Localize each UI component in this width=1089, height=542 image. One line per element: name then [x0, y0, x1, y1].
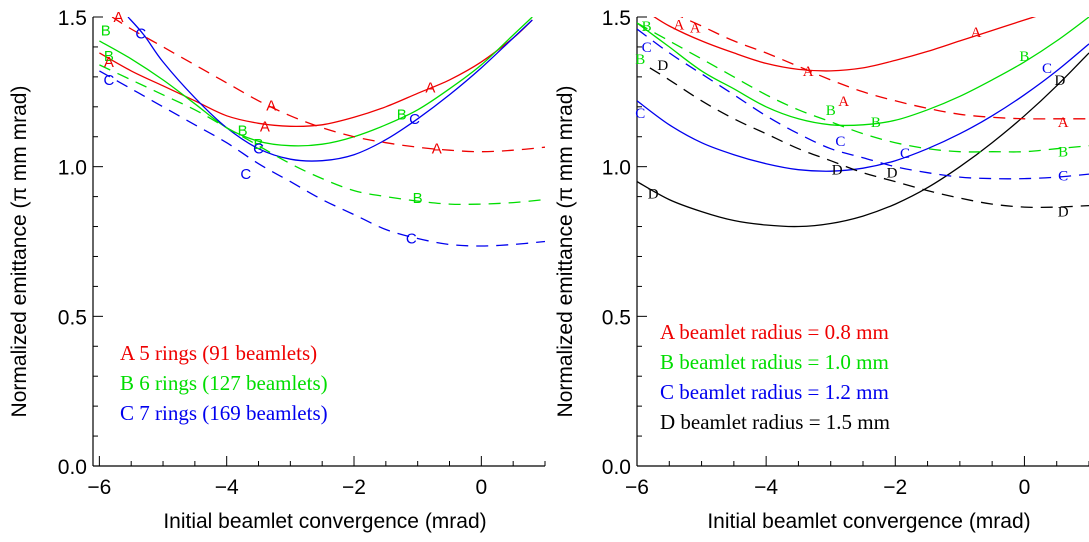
curve-label: C	[635, 106, 645, 122]
curve-label: A	[113, 9, 123, 26]
curve-label: D	[1058, 205, 1069, 221]
curve-label: C	[409, 111, 420, 128]
curve-label: B	[642, 19, 652, 35]
curve-label: B	[397, 106, 407, 123]
curve-label: B	[238, 123, 248, 140]
series-b-solid-line	[637, 17, 1089, 127]
curve-label: B	[826, 103, 836, 119]
curve-label: A	[1058, 115, 1069, 131]
curve-label: A	[690, 20, 701, 36]
series-a-dashed-line	[680, 17, 1089, 120]
curve-label: D	[648, 187, 659, 203]
left-panel: −6 −4 −2 0 0.0 0.5 1.0 1.5 Initial beamlet conve…	[8, 7, 546, 533]
legend-entry: B beamlet radius = 1.0 mm	[660, 350, 889, 374]
curve-label: C	[240, 166, 251, 183]
series-b-dashed-line	[99, 64, 545, 206]
series-c-dashed-line	[637, 28, 1089, 180]
y-tick-label: 0.5	[602, 306, 631, 329]
x-tick-label: 0	[475, 476, 487, 499]
curve-label: C	[900, 146, 910, 162]
curve-label: B	[254, 136, 264, 153]
series-a-dashed-line	[111, 17, 545, 153]
curve-label: A	[674, 17, 685, 33]
x-tick-label: −6	[625, 476, 649, 499]
y-tick-label: 0.5	[58, 306, 87, 329]
curve-label: A	[432, 141, 442, 158]
x-axis-title: Initial beamlet convergence (mrad)	[707, 510, 1030, 533]
curve-label: C	[1058, 169, 1068, 185]
curve-label: B	[871, 115, 881, 131]
curve-label: D	[887, 166, 898, 182]
y-tick-label: 1.5	[58, 7, 87, 30]
y-axis-title: Normalized emittance (π mm mrad)	[8, 86, 31, 418]
x-tick-label: −2	[883, 476, 907, 499]
series-b-dashed-line	[637, 22, 1089, 153]
legend-entry: C beamlet radius = 1.2 mm	[660, 380, 889, 404]
curve-label: C	[135, 25, 146, 42]
y-tick-label: 1.5	[602, 7, 631, 30]
legend-entry: B 6 rings (127 beamlets)	[120, 371, 328, 395]
y-tick-label: 0.0	[602, 456, 631, 479]
x-tick-label: −2	[342, 476, 366, 499]
series-c-dashed-line	[99, 70, 545, 247]
x-tick-label: 0	[1019, 476, 1031, 499]
y-axis-title: Normalized emittance (π mm mrad)	[554, 86, 577, 418]
right-panel: −6 −4 −2 0 0.0 0.5 1.0 1.5 Initial beamlet conve…	[554, 7, 1089, 533]
curve-label: B	[1058, 145, 1068, 161]
x-tick-label: −6	[87, 476, 111, 499]
curve-label: A	[266, 97, 276, 114]
series-group	[99, 17, 545, 247]
series-d-solid-line	[637, 52, 1089, 228]
legend-entry: C 7 rings (169 beamlets)	[120, 401, 328, 425]
curve-label: A	[803, 64, 814, 80]
curve-label: C	[253, 141, 264, 158]
curve-label: A	[425, 79, 435, 96]
series-b-solid-line	[99, 17, 533, 147]
curve-label: B	[1019, 49, 1029, 65]
series-group	[637, 17, 1089, 228]
curve-label: C	[406, 231, 417, 248]
y-tick-label: 1.0	[58, 157, 87, 180]
x-tick-label: −4	[754, 476, 778, 499]
x-tick-label: −4	[215, 476, 239, 499]
series-c-solid-line	[637, 43, 1089, 172]
curve-label: D	[657, 58, 668, 74]
curve-label: B	[635, 52, 645, 68]
curve-label: A	[838, 94, 849, 110]
curve-label: C	[835, 134, 845, 150]
curve-label: D	[832, 163, 843, 179]
curve-label: A	[104, 54, 114, 71]
curve-label: B	[104, 48, 114, 65]
curve-label: B	[413, 190, 423, 207]
series-d-dashed-line	[649, 67, 1089, 209]
series-c-solid-line	[127, 17, 533, 162]
curve-label: C	[103, 72, 114, 89]
y-tick-label: 0.0	[58, 456, 87, 479]
series-a-solid-line	[653, 17, 1037, 72]
y-tick-label: 1.0	[602, 157, 631, 180]
x-axis-title: Initial beamlet convergence (mrad)	[163, 510, 486, 533]
curve-label: D	[1055, 73, 1066, 89]
legend-entry: A 5 rings (91 beamlets)	[120, 341, 317, 365]
legend-entry: D beamlet radius = 1.5 mm	[660, 410, 890, 434]
curve-label: C	[642, 40, 652, 56]
curve-label: A	[971, 25, 982, 41]
curve-label: B	[101, 22, 111, 39]
series-a-solid-line	[99, 19, 533, 128]
curve-label: C	[1042, 61, 1052, 77]
curve-label: A	[260, 118, 270, 135]
legend-entry: A beamlet radius = 0.8 mm	[660, 320, 889, 344]
